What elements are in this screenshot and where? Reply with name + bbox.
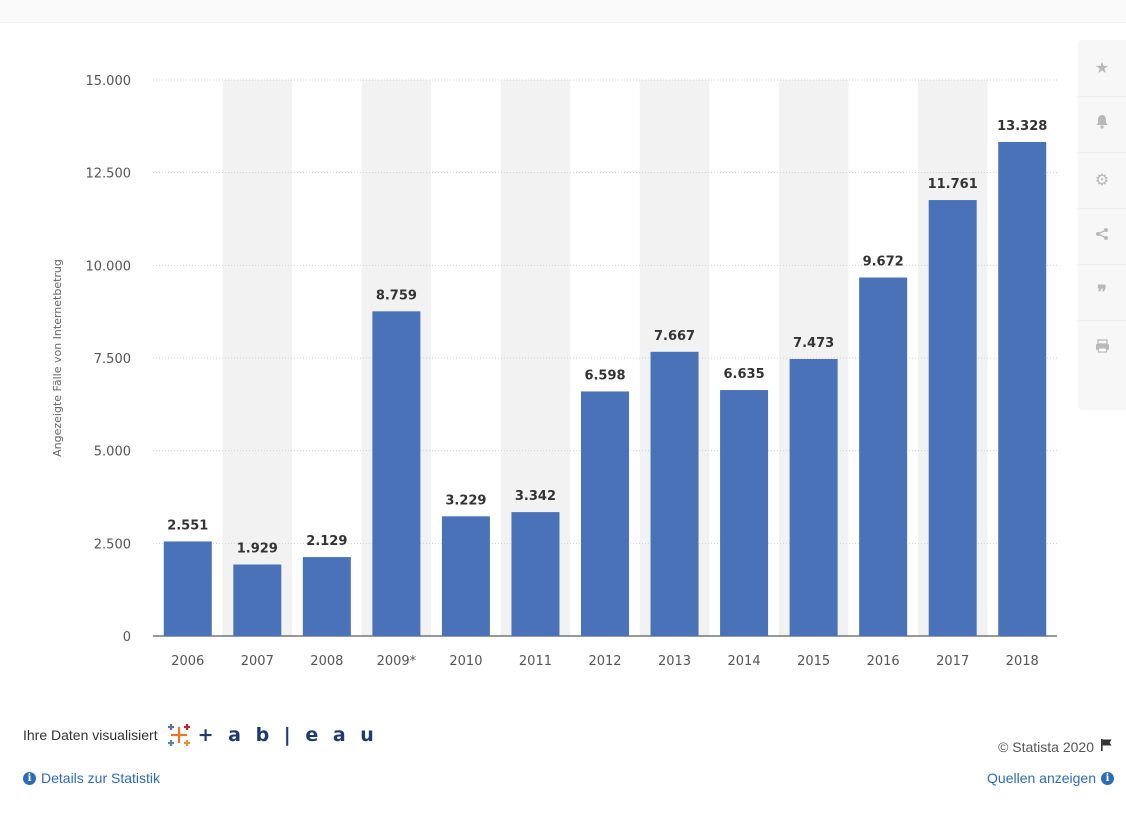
- x-tick-label: 2016: [867, 654, 900, 669]
- flag-icon[interactable]: [1100, 738, 1114, 755]
- tableau-cross-icon: [167, 724, 190, 746]
- bell-icon: [1095, 114, 1109, 134]
- x-tick-label: 2012: [588, 654, 621, 669]
- bar[interactable]: [163, 541, 212, 636]
- data-label: 6.598: [584, 368, 625, 383]
- tableau-prefix: Ihre Daten visualisiert: [23, 727, 158, 743]
- notification-button[interactable]: [1078, 96, 1126, 153]
- info-icon: i: [1101, 771, 1114, 785]
- y-tick-label: 10.000: [86, 259, 132, 274]
- toolbar: ★ ⚙ ❞: [1078, 40, 1126, 410]
- data-label: 2.551: [167, 518, 208, 533]
- gear-icon: ⚙: [1094, 172, 1110, 189]
- bar[interactable]: [928, 200, 977, 636]
- x-tick-label: 2008: [310, 654, 343, 669]
- copyright-text: © Statista 2020: [998, 738, 1094, 755]
- favorite-button[interactable]: ★: [1078, 40, 1126, 97]
- bar[interactable]: [859, 277, 908, 636]
- bar-chart: 0 2.500 5.000 7.500 10.000 12.500 15.000 2.551…: [51, 74, 1057, 669]
- x-axis-ticks: 2006 2007 2008 2009* 2010 2011 2012 2013 2014 201…: [171, 654, 1039, 669]
- bar[interactable]: [302, 557, 351, 636]
- y-tick-label: 7.500: [94, 352, 131, 367]
- print-icon: [1095, 338, 1110, 358]
- sources-link[interactable]: Quellen anzeigen i: [987, 770, 1114, 786]
- x-tick-label: 2010: [449, 654, 482, 669]
- bar[interactable]: [720, 390, 769, 636]
- tableau-attribution[interactable]: Ihre Daten visualisiert + a b | e a u: [23, 720, 378, 750]
- bar[interactable]: [441, 516, 490, 636]
- sources-link-label: Quellen anzeigen: [987, 770, 1096, 786]
- data-labels: 2.551 1.929 2.129 8.759 3.229 3.342 6.598 7.667…: [167, 119, 1047, 557]
- y-axis-ticks: 0 2.500 5.000 7.500 10.000 12.500 15.000: [86, 74, 132, 645]
- data-label: 6.635: [724, 367, 765, 382]
- x-tick-label: 2006: [171, 654, 204, 669]
- details-link-label: Details zur Statistik: [41, 770, 161, 786]
- cite-button[interactable]: ❞: [1078, 264, 1126, 321]
- quote-icon: ❞: [1097, 281, 1107, 303]
- data-label: 7.473: [793, 336, 834, 351]
- bar[interactable]: [789, 359, 838, 636]
- data-label: 9.672: [863, 254, 904, 269]
- x-tick-label: 2018: [1006, 654, 1039, 669]
- x-tick-label: 2015: [797, 654, 830, 669]
- print-button[interactable]: [1078, 320, 1126, 376]
- info-icon: i: [23, 771, 36, 785]
- copyright: © Statista 2020: [998, 738, 1114, 755]
- bars: [163, 141, 1047, 636]
- y-tick-label: 15.000: [86, 74, 132, 89]
- bar[interactable]: [998, 141, 1047, 636]
- bar[interactable]: [511, 512, 560, 636]
- x-tick-label: 2017: [936, 654, 969, 669]
- bar[interactable]: [233, 564, 282, 636]
- tableau-logo: + a b | e a u: [166, 722, 378, 748]
- bar[interactable]: [581, 391, 629, 636]
- y-tick-label: 0: [123, 630, 131, 645]
- tableau-wordmark: + a b | e a u: [197, 724, 378, 746]
- data-label: 3.229: [445, 493, 486, 508]
- details-link[interactable]: i Details zur Statistik: [23, 770, 160, 786]
- top-band: [0, 0, 1126, 23]
- x-tick-label: 2014: [728, 654, 761, 669]
- x-tick-label: 2009*: [377, 654, 417, 669]
- star-icon: ★: [1094, 60, 1110, 77]
- settings-button[interactable]: ⚙: [1078, 152, 1126, 209]
- data-label: 8.759: [376, 288, 417, 303]
- bar[interactable]: [650, 351, 699, 636]
- data-label: 11.761: [928, 177, 978, 192]
- x-tick-label: 2013: [658, 654, 691, 669]
- share-button[interactable]: [1078, 208, 1126, 265]
- data-label: 1.929: [237, 541, 278, 556]
- data-label: 3.342: [515, 489, 556, 504]
- x-tick-label: 2011: [519, 654, 552, 669]
- y-tick-label: 2.500: [94, 537, 131, 552]
- data-label: 2.129: [306, 534, 347, 549]
- y-tick-label: 5.000: [94, 445, 131, 460]
- data-label: 13.328: [997, 119, 1047, 134]
- share-icon: [1095, 227, 1109, 246]
- y-axis-title: Angezeigte Fälle von Internetbetrug: [51, 259, 64, 457]
- x-tick-label: 2007: [241, 654, 274, 669]
- bar[interactable]: [372, 311, 421, 636]
- data-label: 7.667: [654, 329, 695, 344]
- y-tick-label: 12.500: [86, 167, 132, 182]
